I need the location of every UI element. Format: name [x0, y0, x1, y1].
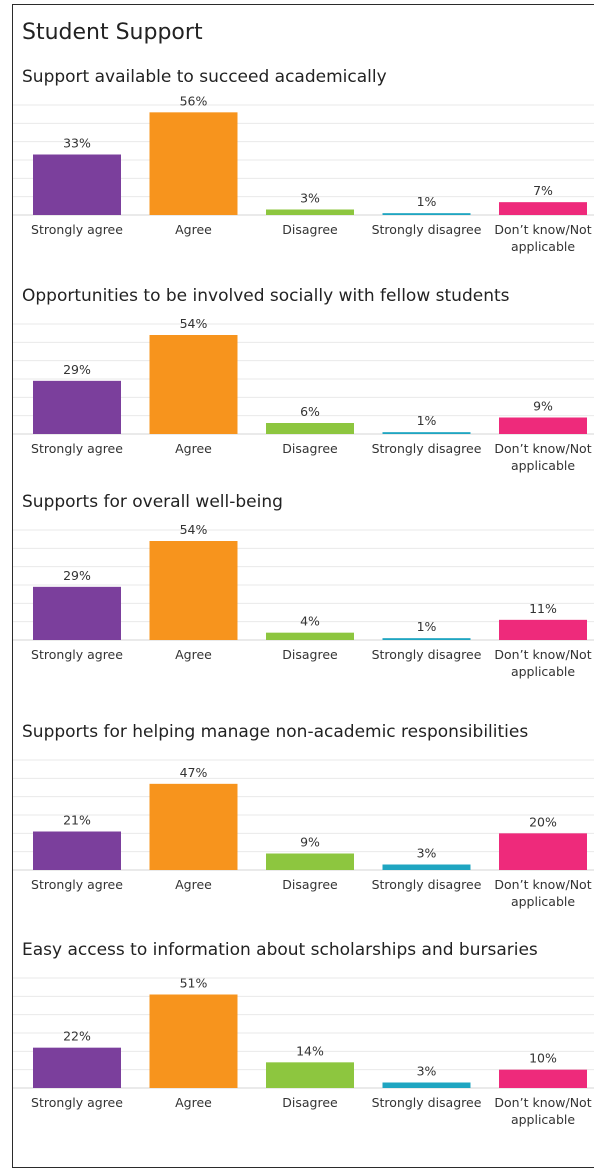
bar [33, 1047, 121, 1088]
chart-title: Support available to succeed academicall… [22, 67, 387, 87]
bar [382, 432, 471, 434]
data-label: 29% [63, 362, 91, 377]
bar [499, 1069, 587, 1088]
category-label: Don’t know/Not applicable [494, 877, 591, 909]
data-label: 51% [180, 976, 208, 991]
category-label: Agree [175, 647, 212, 662]
bar [499, 202, 587, 215]
data-label: 21% [63, 813, 91, 828]
category-label: Strongly disagree [372, 1095, 482, 1110]
data-label: 11% [529, 601, 557, 616]
data-label: 1% [417, 194, 437, 209]
category-label: Strongly disagree [372, 877, 482, 892]
category-label: Don’t know/Not applicable [494, 222, 591, 254]
data-label: 9% [533, 399, 553, 414]
bar-chart: 29% Strongly agree 54% Agree 6% Disagree 1% Str… [13, 316, 594, 473]
category-label: Disagree [282, 647, 338, 662]
data-label: 4% [300, 614, 320, 629]
bar [149, 783, 238, 870]
data-label: 1% [417, 413, 437, 428]
bar [149, 335, 238, 434]
category-label: Agree [175, 877, 212, 892]
bar [382, 638, 471, 640]
chart-title: Opportunities to be involved socially wi… [22, 286, 510, 306]
bar-chart: 21% Strongly agree 47% Agree 9% Disagree 3% Str… [13, 759, 594, 909]
data-label: 22% [63, 1029, 91, 1044]
data-label: 33% [63, 136, 91, 151]
category-label: Disagree [282, 441, 338, 456]
bar [149, 541, 238, 640]
bar [382, 213, 471, 215]
bar [33, 154, 121, 215]
category-label: Strongly agree [31, 222, 123, 237]
data-label: 1% [417, 619, 437, 634]
bar [382, 864, 471, 870]
bar [149, 112, 238, 215]
data-label: 54% [180, 522, 208, 537]
data-label: 9% [300, 835, 320, 850]
category-label: Strongly agree [31, 441, 123, 456]
data-label: 3% [417, 1064, 437, 1079]
bar [33, 380, 121, 434]
category-label: Strongly agree [31, 877, 123, 892]
category-label: Strongly agree [31, 647, 123, 662]
bar [499, 833, 587, 870]
category-label: Strongly disagree [372, 441, 482, 456]
bar [33, 831, 121, 870]
bar [33, 586, 121, 640]
bar [149, 994, 238, 1088]
category-label: Agree [175, 441, 212, 456]
category-label: Agree [175, 222, 212, 237]
data-label: 3% [300, 191, 320, 206]
data-label: 54% [180, 316, 208, 331]
chart-title: Supports for helping manage non-academic… [22, 722, 529, 742]
data-label: 3% [417, 846, 437, 861]
data-label: 56% [180, 93, 208, 108]
bar [499, 619, 587, 640]
data-label: 14% [296, 1043, 324, 1058]
bar [266, 423, 354, 434]
bar-chart: 22% Strongly agree 51% Agree 14% Disagree 3% St… [13, 976, 594, 1127]
category-label: Don’t know/Not applicable [494, 441, 591, 473]
category-label: Disagree [282, 1095, 338, 1110]
bar [266, 209, 354, 215]
bar [266, 853, 354, 870]
bar [382, 1082, 471, 1088]
category-label: Disagree [282, 222, 338, 237]
data-label: 20% [529, 814, 557, 829]
data-label: 47% [180, 765, 208, 780]
bar-chart: 33% Strongly agree 56% Agree 3% Disagree 1% Str… [13, 93, 594, 254]
category-label: Disagree [282, 877, 338, 892]
bar-chart: 29% Strongly agree 54% Agree 4% Disagree 1% Str… [13, 522, 594, 679]
data-label: 7% [533, 183, 553, 198]
category-label: Don’t know/Not applicable [494, 647, 591, 679]
data-label: 10% [529, 1051, 557, 1066]
category-label: Strongly disagree [372, 647, 482, 662]
category-label: Don’t know/Not applicable [494, 1095, 591, 1127]
category-label: Agree [175, 1095, 212, 1110]
chart-title: Supports for overall well-being [22, 492, 283, 512]
dashboard-frame [12, 4, 594, 1168]
bar [266, 1062, 354, 1088]
data-label: 29% [63, 568, 91, 583]
chart-title: Easy access to information about scholar… [22, 940, 538, 960]
data-label: 6% [300, 404, 320, 419]
bar [499, 417, 587, 434]
category-label: Strongly agree [31, 1095, 123, 1110]
category-label: Strongly disagree [372, 222, 482, 237]
page-title: Student Support [22, 20, 203, 45]
bar [266, 632, 354, 640]
